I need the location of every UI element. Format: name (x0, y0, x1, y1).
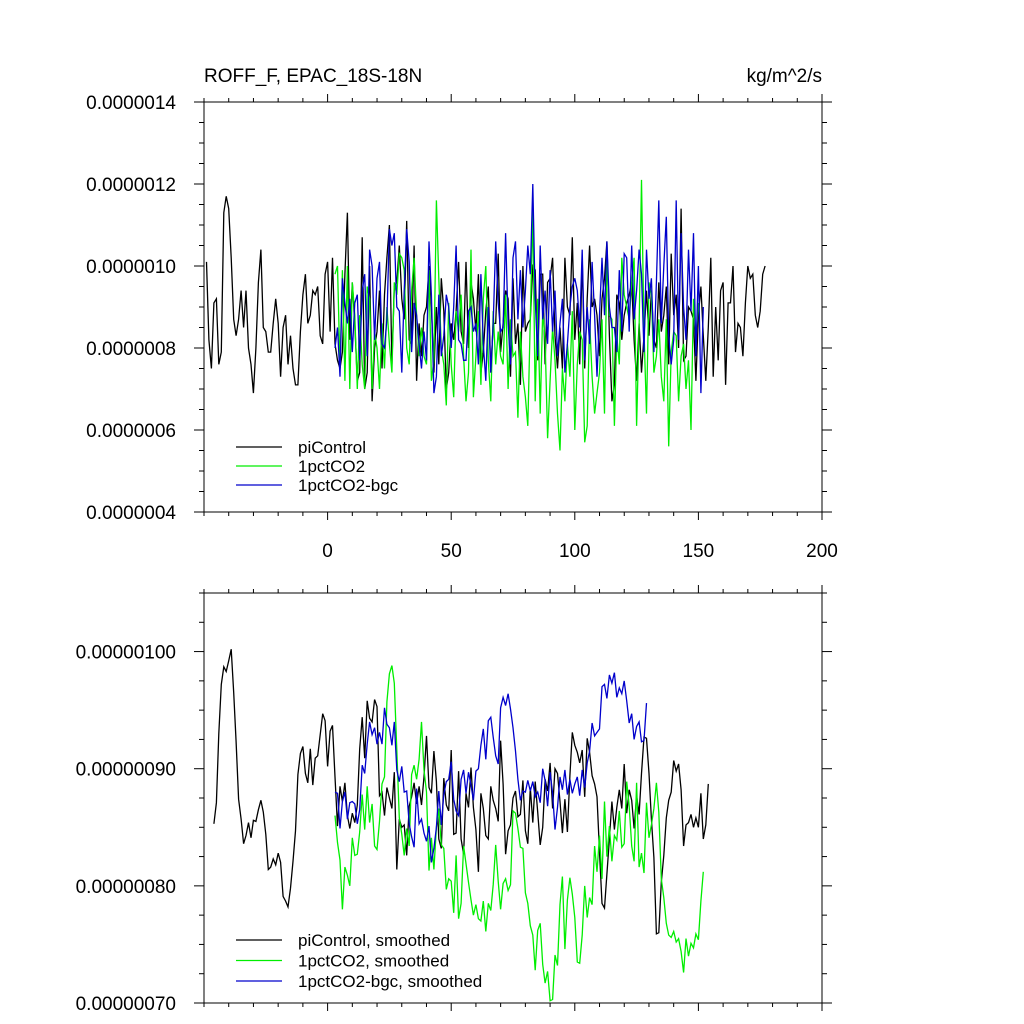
y-tick-label: 0.0000006 (86, 421, 176, 442)
chart-title: ROFF_F, EPAC_18S-18N (204, 66, 422, 87)
x-tick-label: 0 (322, 541, 333, 562)
y-tick-label: 0.00000100 (76, 643, 176, 664)
x-tick-label: 100 (559, 541, 591, 562)
y-tick-label: 0.00000070 (76, 994, 176, 1015)
chart-panel-2: 0.00000070 0.00000080 0.00000090 0.00000100… (76, 585, 832, 1015)
legend-label: piControl, smoothed (298, 931, 450, 950)
units-label: kg/m^2/s (747, 66, 822, 87)
x-tick-label: 150 (683, 541, 715, 562)
legend-label: 1pctCO2-bgc (298, 476, 399, 495)
plot-frame (203, 101, 823, 513)
legend-label: 1pctCO2, smoothed (298, 952, 449, 971)
y-tick-label: 0.0000004 (86, 503, 176, 524)
y-tick-label: 0.00000090 (76, 760, 176, 781)
legend-label: 1pctCO2 (298, 457, 365, 476)
legend-label: 1pctCO2-bgc, smoothed (298, 972, 482, 991)
series-line-3 (334, 672, 648, 863)
legend-label: piControl (298, 438, 366, 457)
chart-panel-1: 0 50 100 150 200 0.0000004 0.0000006 0.0000008 0… (86, 93, 838, 562)
series-line-1 (205, 196, 766, 402)
series-line-2 (334, 665, 704, 1002)
y-tick-label: 0.0000010 (86, 257, 176, 278)
x-tick-label: 200 (806, 541, 838, 562)
y-tick-label: 0.00000080 (76, 877, 176, 898)
series-line-3 (334, 183, 704, 394)
series-line-2 (334, 179, 700, 451)
y-tick-label: 0.0000014 (86, 93, 176, 114)
x-tick-label: 50 (441, 541, 462, 562)
y-tick-label: 0.0000008 (86, 339, 176, 360)
y-tick-label: 0.0000012 (86, 175, 176, 196)
